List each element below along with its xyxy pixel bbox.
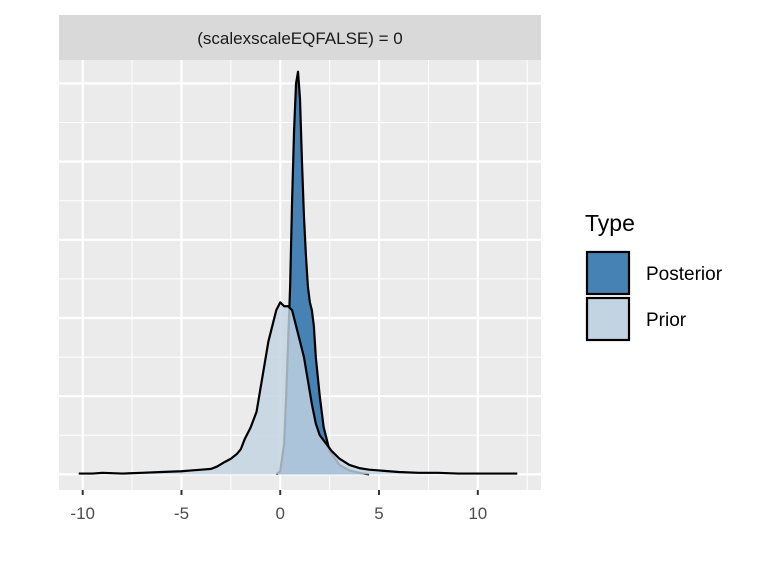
density-area-prior (78, 302, 518, 475)
legend-key-prior (585, 296, 631, 342)
legend-title: Type (585, 210, 635, 236)
series-layer (78, 70, 518, 476)
legend: Type Posterior Prior (585, 210, 723, 342)
facet-strip (59, 15, 541, 60)
x-tick-label: 10 (468, 504, 487, 523)
x-axis: -10 -5 0 5 10 (70, 490, 487, 523)
facet-strip-label: (scalexscaleEQFALSE) = 0 (197, 29, 403, 48)
legend-label-prior: Prior (646, 310, 687, 331)
density-line-prior (78, 301, 518, 475)
x-tick-label: -5 (174, 504, 189, 523)
legend-label-posterior: Posterior (646, 264, 723, 285)
x-tick-label: 5 (374, 504, 383, 523)
x-tick-label: 0 (276, 504, 285, 523)
x-tick-label: -10 (70, 504, 95, 523)
legend-key-posterior (585, 250, 631, 296)
